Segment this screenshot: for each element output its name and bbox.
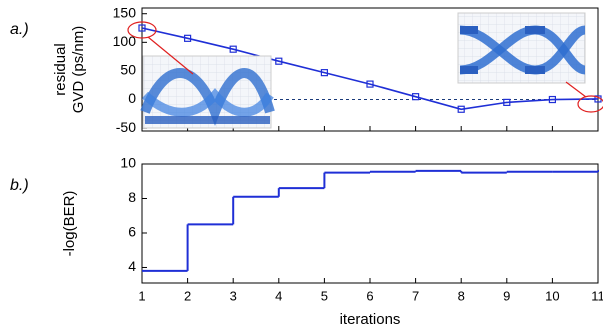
x-tick-label: 4 (275, 288, 282, 303)
eye-diagram-inset (143, 56, 271, 128)
y-axis-label: residual (52, 43, 69, 96)
panel-label: a.) (10, 21, 29, 38)
figure: a.)residualGVD (ps/nm)-50050100150b.)-lo… (0, 0, 603, 331)
eye-diagram-inset (458, 13, 585, 83)
panel-label: b.) (10, 177, 29, 194)
x-tick-label: 9 (503, 288, 510, 303)
y-tick-label: -50 (116, 119, 136, 135)
y-tick-label: 150 (113, 4, 137, 20)
x-axis-label: iterations (340, 311, 401, 328)
y-tick-label: 50 (120, 62, 136, 78)
y-tick-label: 8 (128, 189, 136, 205)
y-axis-label: GVD (ps/nm) (70, 26, 87, 114)
x-tick-label: 2 (184, 288, 191, 303)
x-tick-label: 7 (412, 288, 419, 303)
y-tick-label: 6 (128, 224, 136, 240)
y-tick-label: 4 (128, 258, 136, 274)
y-axis-label: -log(BER) (61, 191, 78, 257)
x-tick-label: 8 (458, 288, 465, 303)
x-tick-label: 10 (545, 288, 559, 303)
x-tick-label: 11 (591, 288, 603, 303)
x-tick-label: 6 (366, 288, 373, 303)
x-tick-label: 3 (230, 288, 237, 303)
y-tick-label: 0 (128, 90, 136, 106)
x-tick-label: 1 (138, 288, 145, 303)
y-tick-label: 10 (120, 155, 136, 171)
x-tick-label: 5 (321, 288, 328, 303)
